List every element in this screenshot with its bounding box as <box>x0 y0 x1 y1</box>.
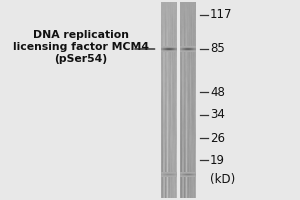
Text: 34: 34 <box>210 108 225 121</box>
Text: 48: 48 <box>210 86 225 98</box>
Text: 19: 19 <box>210 154 225 166</box>
Text: 26: 26 <box>210 132 225 144</box>
Text: 85: 85 <box>210 43 225 55</box>
Text: 117: 117 <box>210 8 233 21</box>
Text: DNA replication: DNA replication <box>33 30 129 40</box>
Text: (kD): (kD) <box>210 172 235 186</box>
Text: (pSer54): (pSer54) <box>54 54 108 64</box>
Text: licensing factor MCM4: licensing factor MCM4 <box>13 42 149 52</box>
